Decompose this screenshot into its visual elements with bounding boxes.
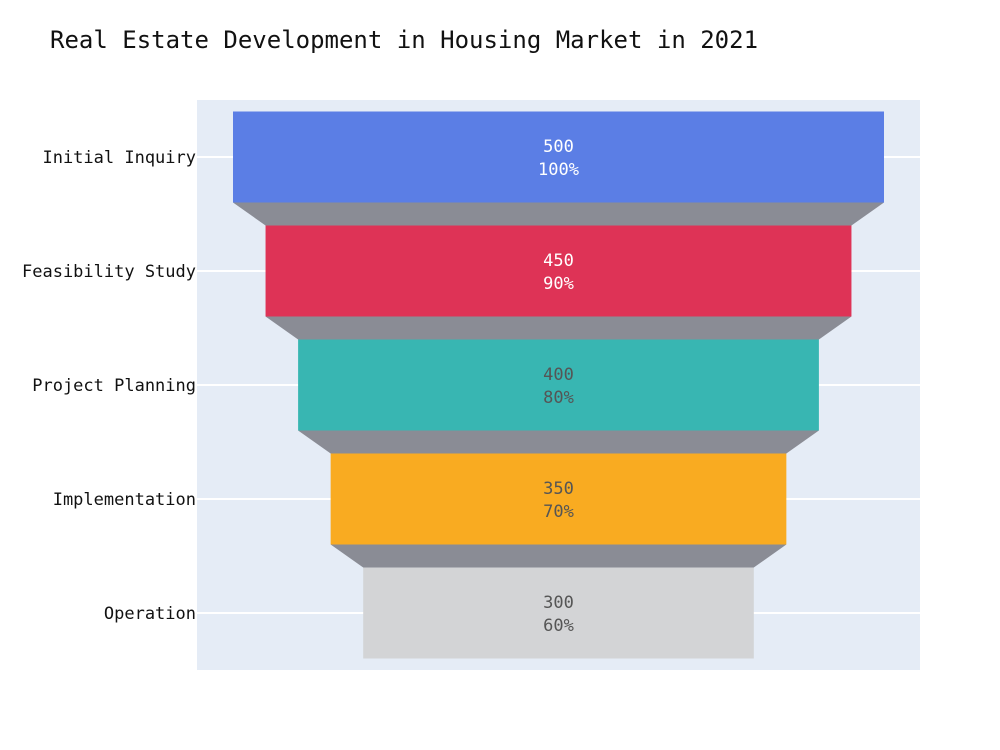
value-label: 450 bbox=[543, 251, 574, 271]
value-label: 500 bbox=[543, 137, 574, 157]
funnel-connectors bbox=[233, 202, 884, 568]
percent-label: 70% bbox=[543, 502, 574, 522]
funnel-connector bbox=[298, 430, 819, 454]
percent-label: 90% bbox=[543, 274, 574, 294]
funnel-connector bbox=[330, 544, 787, 568]
percent-label: 80% bbox=[543, 388, 574, 408]
funnel-connector bbox=[233, 202, 884, 226]
funnel-bar bbox=[265, 225, 852, 317]
funnel-labels: Initial Inquiry 500 100% Feasibility Study 4… bbox=[22, 137, 579, 636]
funnel-bar bbox=[233, 111, 884, 203]
percent-label: 60% bbox=[543, 616, 574, 636]
stage-label: Initial Inquiry bbox=[42, 148, 196, 168]
chart-title: Real Estate Development in Housing Marke… bbox=[50, 26, 759, 54]
stage-label: Project Planning bbox=[32, 376, 196, 396]
value-label: 400 bbox=[543, 365, 574, 385]
funnel-bar bbox=[330, 453, 787, 545]
value-label: 350 bbox=[543, 479, 574, 499]
percent-label: 100% bbox=[538, 160, 579, 180]
funnel-connector bbox=[265, 316, 852, 340]
stage-label: Operation bbox=[104, 604, 196, 624]
stage-label: Implementation bbox=[53, 490, 196, 510]
funnel-bar bbox=[363, 567, 754, 659]
funnel-bar bbox=[298, 339, 819, 431]
stage-label: Feasibility Study bbox=[22, 262, 196, 282]
funnel-bars bbox=[233, 111, 884, 659]
value-label: 300 bbox=[543, 593, 574, 613]
